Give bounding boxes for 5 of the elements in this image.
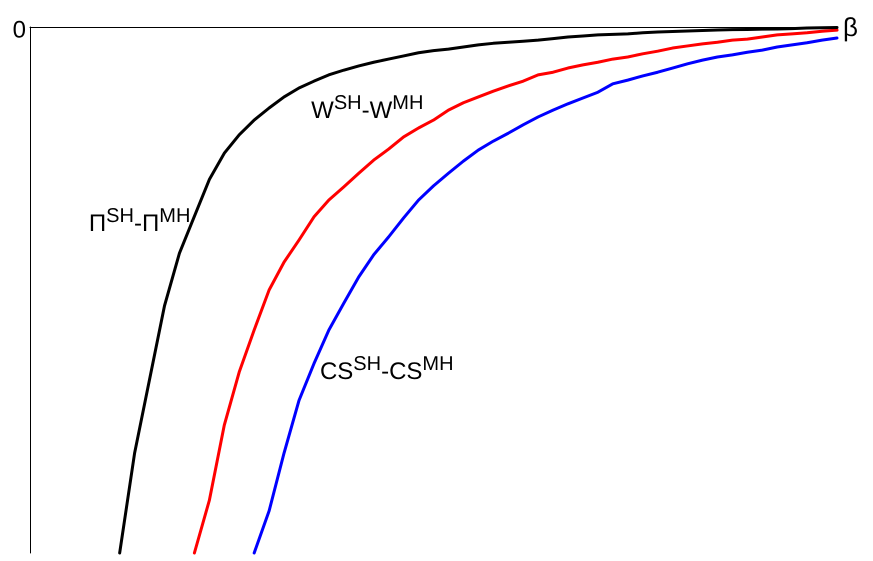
series-label: Π$^{SH}$-Π$^{MH}$ <box>88 204 190 240</box>
x-axis-title: β <box>843 12 858 42</box>
series-label: W$^{SH}$-W$^{MH}$ <box>311 90 424 126</box>
series-label: CS$^{SH}$-CS$^{MH}$ <box>320 352 454 387</box>
text: 0 <box>12 16 26 44</box>
